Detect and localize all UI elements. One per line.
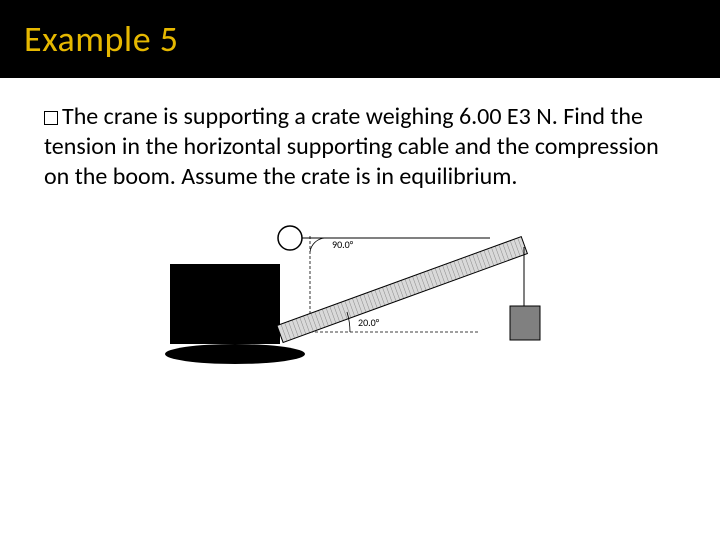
bullet-icon [44,111,58,125]
problem-body: The crane is supporting a crate weighing… [44,102,659,191]
problem-text: The crane is supporting a crate weighing… [44,102,676,192]
angle-arc-top [310,238,325,252]
figure-container: 90.0° 20.0° [44,214,676,374]
title-bar: Example 5 [0,0,720,78]
crane-base [170,264,280,344]
angle-top-label: 90.0° [332,238,354,251]
crate [510,306,540,340]
pulley-icon [278,226,302,250]
base-shadow [165,344,305,364]
boom [277,237,527,343]
crane-svg: 90.0° 20.0° [150,214,570,374]
crane-figure: 90.0° 20.0° [150,214,570,374]
angle-bottom-label: 20.0° [358,316,380,329]
content-area: The crane is supporting a crate weighing… [0,78,720,374]
slide-title: Example 5 [24,17,179,61]
